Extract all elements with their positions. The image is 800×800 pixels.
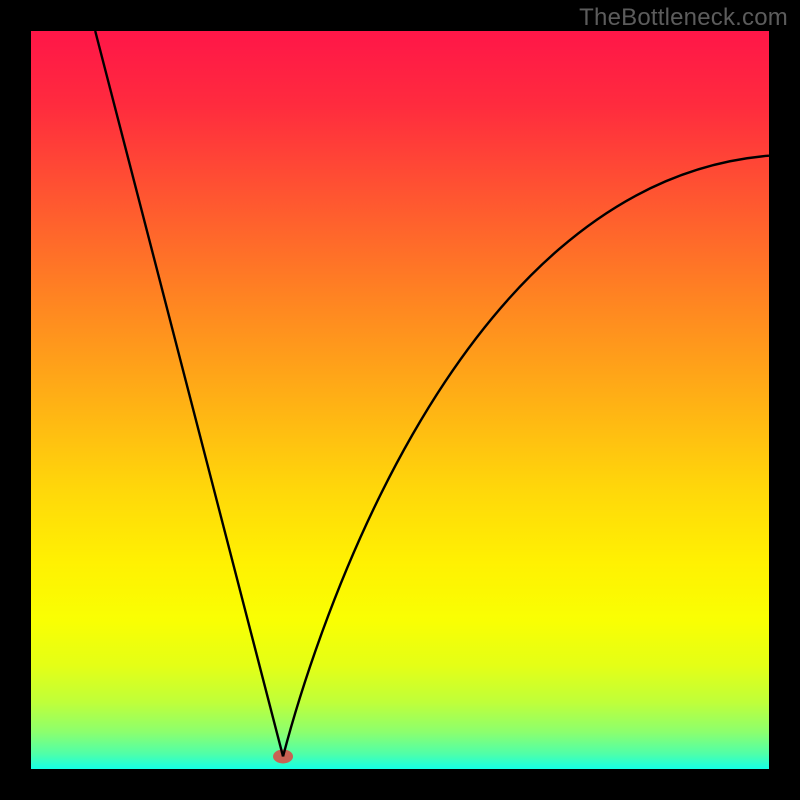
plot-background-gradient bbox=[31, 31, 769, 769]
chart-svg bbox=[0, 0, 800, 800]
watermark-text: TheBottleneck.com bbox=[579, 4, 788, 32]
chart-container: TheBottleneck.com bbox=[0, 0, 800, 800]
